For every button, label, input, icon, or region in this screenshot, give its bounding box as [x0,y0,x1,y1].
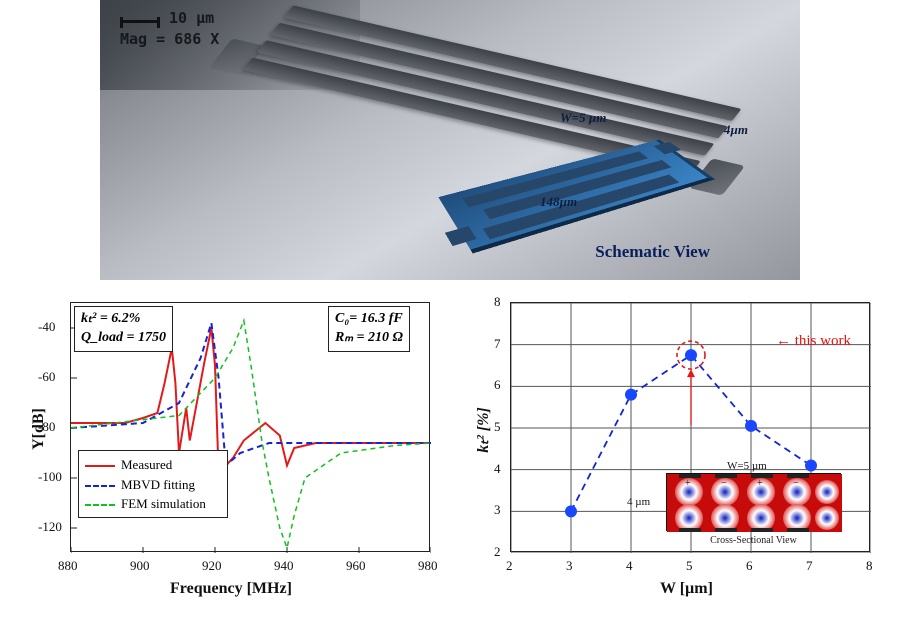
ytick-label: -80 [38,419,55,435]
ytick-label: 6 [494,377,501,393]
schematic-dim-l: 148µm [540,194,577,210]
xtick-label: 2 [506,558,513,574]
svg-text:−: − [721,478,727,489]
param-box-left: kₜ² = 6.2% Q_load = 1750 [74,306,173,352]
kt2-label: kₜ² = 6.2% [81,310,166,329]
legend-swatch [85,465,115,467]
legend-swatch [85,485,115,487]
rm-label: Rₘ = 210 Ω [335,329,403,348]
qload-label: Q_load = 1750 [81,329,166,348]
xtick-label: 900 [130,558,150,574]
ytick-label: -100 [38,469,62,485]
schematic-pad [653,142,681,155]
ytick-label: -120 [38,519,62,535]
legend-row-mbvd: MBVD fitting [85,475,221,495]
inset-h-label: 4 µm [627,496,650,508]
legend-swatch [85,504,115,506]
figure-root: 10 µm Mag = 686 X W=5 µm 4µm 1 [0,0,900,620]
right-plot-box: + − + − W=5 µm 4 µm Cross-Sectional View ← … [510,302,870,552]
ytick-label: 4 [494,461,501,477]
left-legend: Measured MBVD fitting FEM simulation [78,450,228,518]
ytick-label: 7 [494,336,501,352]
mag-text: Mag = 686 X [120,30,219,48]
plot-row: kₜ² = 6.2% Q_load = 1750 C₀= 16.3 fF Rₘ … [10,290,890,610]
xtick-label: 920 [202,558,222,574]
scale-text: 10 µm [169,9,214,27]
inset-w-label: W=5 µm [727,460,767,472]
xtick-label: 880 [58,558,78,574]
right-ylabel: kₜ² [%] [473,407,493,453]
ytick-label: 8 [494,294,501,310]
schematic-dim-h: 4µm [724,122,748,138]
right-plot: + − + − W=5 µm 4 µm Cross-Sectional View ← … [450,290,890,610]
xtick-label: 940 [274,558,294,574]
ytick-label: -60 [38,369,55,385]
left-plot: kₜ² = 6.2% Q_load = 1750 C₀= 16.3 fF Rₘ … [10,290,450,610]
left-xlabel: Frequency [MHz] [170,580,292,598]
cross-section-svg: + − + − [667,474,842,532]
legend-row-measured: Measured [85,455,221,475]
ytick-label: 5 [494,419,501,435]
xtick-label: 960 [346,558,366,574]
schematic-dim-w: W=5 µm [560,110,606,126]
c0-label: C₀= 16.3 fF [335,310,403,329]
xtick-label: 7 [806,558,813,574]
xtick-label: 4 [626,558,633,574]
svg-text:+: + [685,478,691,489]
legend-label: Measured [121,457,172,472]
xtick-label: 6 [746,558,753,574]
sem-scale-label: 10 µm Mag = 686 X [120,8,219,50]
scalebar-icon [120,20,160,23]
param-box-right: C₀= 16.3 fF Rₘ = 210 Ω [328,306,410,352]
xtick-label: 980 [418,558,438,574]
cross-section-inset: +−+− W=5 µm 4 µm [666,473,841,531]
xtick-label: 5 [686,558,693,574]
legend-label: FEM simulation [121,496,206,511]
xtick-label: 8 [866,558,873,574]
svg-text:+: + [757,478,763,489]
ytick-label: 3 [494,502,501,518]
this-work-label: ← this work [776,333,851,350]
svg-text:−: − [793,478,799,489]
xtick-label: 3 [566,558,573,574]
sem-panel: 10 µm Mag = 686 X W=5 µm 4µm 1 [100,0,800,280]
legend-label: MBVD fitting [121,477,195,492]
ytick-label: 2 [494,544,501,560]
right-xlabel: W [µm] [660,580,713,598]
ytick-label: -40 [38,319,55,335]
this-work-text: this work [795,333,851,349]
schematic-wrap: W=5 µm 4µm 148µm Schematic View [450,138,730,262]
inset-title: Cross-Sectional View [666,535,841,546]
legend-row-fem: FEM simulation [85,494,221,514]
